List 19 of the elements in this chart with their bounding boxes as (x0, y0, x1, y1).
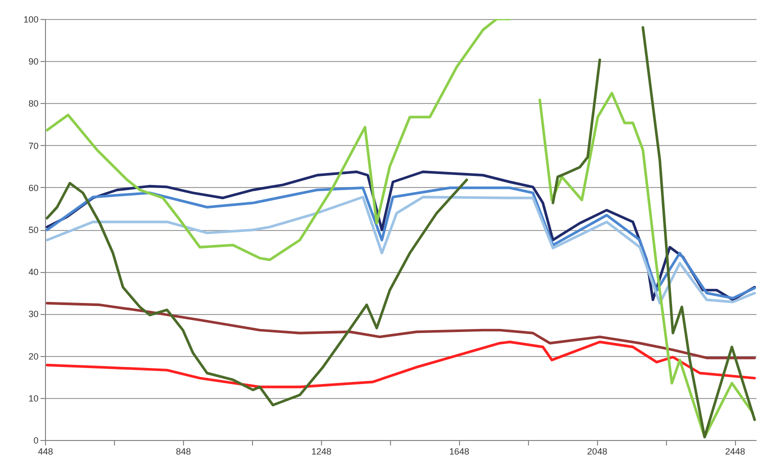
y-tick-label: 60 (28, 182, 38, 193)
x-tick-label: 2048 (587, 446, 608, 456)
y-tick-label: 90 (28, 56, 38, 67)
y-tick-label: 30 (28, 309, 38, 320)
y-tick-label: 70 (28, 140, 38, 151)
y-tick-label: 20 (28, 351, 38, 362)
y-tick-label: 40 (28, 267, 38, 278)
x-tick-label: 448 (38, 446, 54, 456)
line-series (46, 340, 756, 388)
y-tick-label: 0 (33, 436, 38, 446)
y-tick-label: 80 (28, 98, 38, 109)
x-tick-label: 2448 (725, 446, 746, 456)
y-tick-label: 10 (28, 393, 38, 404)
x-tick-label: 848 (176, 446, 191, 456)
y-tick-label: 50 (28, 225, 38, 235)
y-tick-label: 100 (23, 14, 38, 24)
x-tick-label: 1648 (449, 446, 470, 456)
line-series (46, 302, 756, 360)
x-tick-label: 1248 (311, 446, 332, 456)
